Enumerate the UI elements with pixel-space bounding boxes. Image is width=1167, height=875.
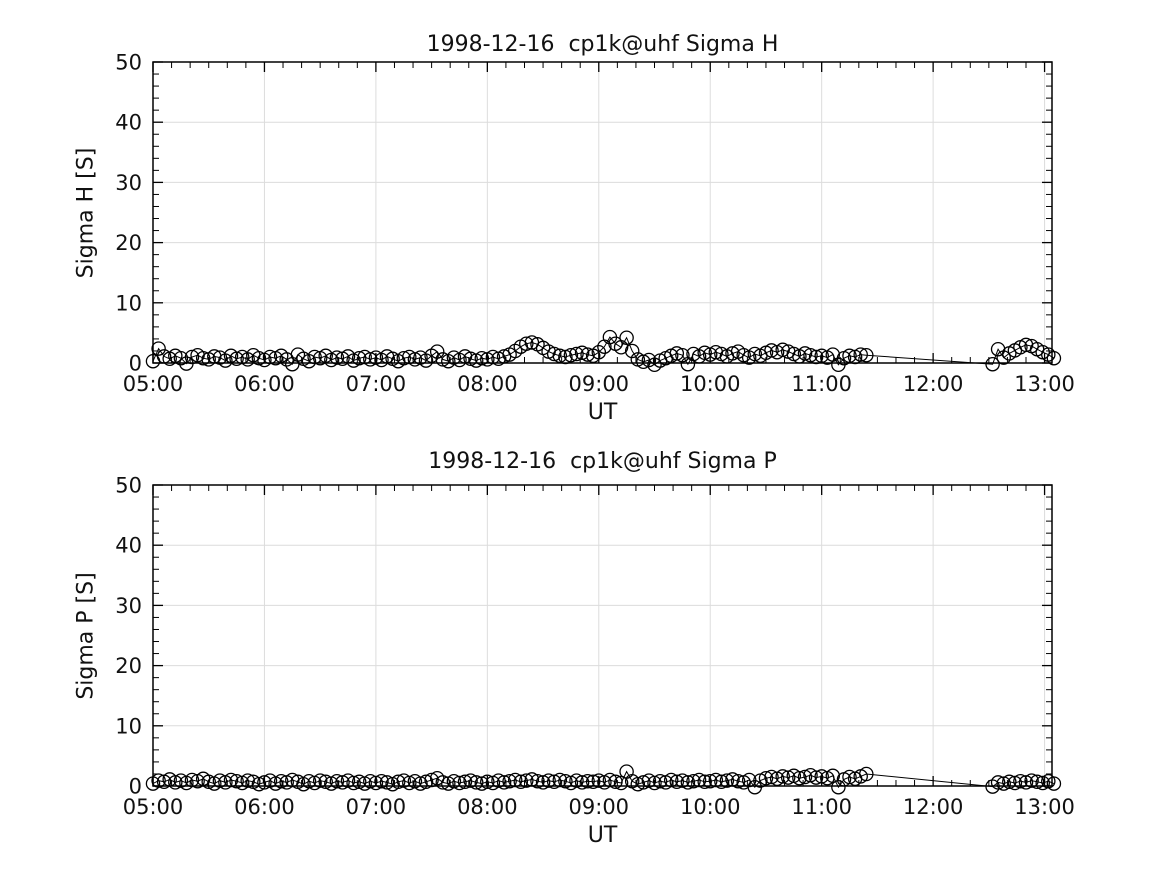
- sigma-h-plot: 05:00 06:00 07:00 08:00 09:00 10:00 11:00 12:00…: [115, 51, 1075, 397]
- svg-text:20: 20: [115, 231, 142, 255]
- svg-text:12:00: 12:00: [903, 795, 964, 819]
- svg-text:13:00: 13:00: [1014, 372, 1075, 396]
- sigma-h-x-axis-label: UT: [587, 400, 618, 425]
- svg-text:30: 30: [115, 171, 142, 195]
- data-series: [145, 764, 1062, 795]
- svg-text:07:00: 07:00: [346, 372, 407, 396]
- svg-text:10: 10: [115, 714, 142, 738]
- svg-text:11:00: 11:00: [791, 372, 852, 396]
- sigma-p-plot: 05:00 06:00 07:00 08:00 09:00 10:00 11:00 12:00…: [115, 474, 1075, 820]
- svg-text:09:00: 09:00: [569, 795, 630, 819]
- svg-text:08:00: 08:00: [457, 795, 518, 819]
- axis-ticks: [152, 484, 1052, 787]
- data-series: [145, 329, 1062, 373]
- svg-text:05:00: 05:00: [123, 372, 184, 396]
- data-points: [145, 764, 1062, 795]
- series-line: [152, 770, 1055, 789]
- svg-text:0: 0: [129, 352, 142, 376]
- svg-text:13:00: 13:00: [1014, 795, 1075, 819]
- svg-text:09:00: 09:00: [569, 372, 630, 396]
- svg-text:0: 0: [129, 775, 142, 799]
- svg-text:08:00: 08:00: [457, 372, 518, 396]
- plot-frame: [152, 484, 1053, 787]
- svg-text:11:00: 11:00: [791, 795, 852, 819]
- axis-ticks: [152, 61, 1052, 364]
- svg-text:30: 30: [115, 594, 142, 618]
- svg-text:06:00: 06:00: [234, 372, 295, 396]
- svg-text:40: 40: [115, 534, 142, 558]
- svg-text:20: 20: [115, 654, 142, 678]
- tick-labels: 05:00 06:00 07:00 08:00 09:00 10:00 11:00 12:00…: [115, 51, 1075, 397]
- svg-text:12:00: 12:00: [903, 372, 964, 396]
- series-line: [152, 336, 1055, 366]
- data-points: [145, 329, 1062, 373]
- sigma-h-chart-title: 1998-12-16 cp1k@uhf Sigma H: [426, 32, 779, 57]
- sigma-p-x-axis-label: UT: [587, 823, 618, 848]
- gridlines: [153, 62, 1052, 363]
- gridlines: [153, 485, 1052, 786]
- svg-text:10:00: 10:00: [680, 372, 741, 396]
- svg-text:10: 10: [115, 291, 142, 315]
- svg-text:10:00: 10:00: [680, 795, 741, 819]
- plot-frame: [152, 61, 1053, 364]
- sigma-p-chart-title: 1998-12-16 cp1k@uhf Sigma P: [428, 449, 777, 474]
- svg-text:06:00: 06:00: [234, 795, 295, 819]
- svg-text:05:00: 05:00: [123, 795, 184, 819]
- tick-labels: 05:00 06:00 07:00 08:00 09:00 10:00 11:00 12:00…: [115, 474, 1075, 820]
- svg-text:50: 50: [115, 51, 142, 75]
- svg-text:07:00: 07:00: [346, 795, 407, 819]
- svg-text:40: 40: [115, 111, 142, 135]
- svg-text:50: 50: [115, 474, 142, 498]
